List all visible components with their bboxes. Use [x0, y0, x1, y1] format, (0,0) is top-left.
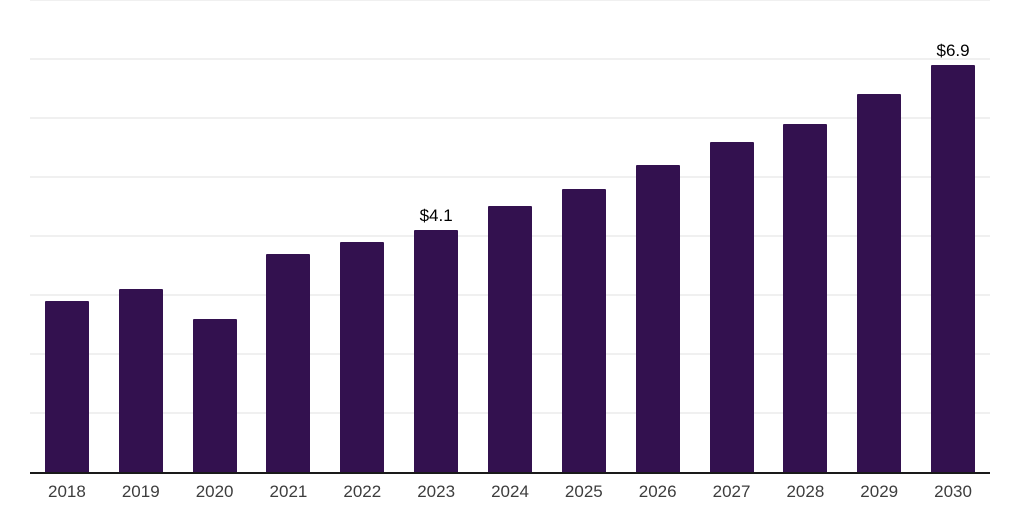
- x-tick-label-2018: 2018: [48, 482, 86, 501]
- x-tick-label-2023: 2023: [417, 482, 456, 501]
- x-tick-label-2026: 2026: [638, 482, 677, 501]
- bar-2027: [709, 142, 754, 472]
- x-tick-label-2020: 2020: [195, 482, 234, 501]
- bar-2024: [488, 206, 532, 472]
- gridline: [30, 0, 990, 1]
- plot-area: $4.1 $6.9: [30, 0, 990, 474]
- x-axis-labels: 2018 2019 2020 2021 2022 2023 2024 2025 2026 2027…: [30, 483, 990, 503]
- data-label-2030: $6.9: [936, 40, 970, 60]
- data-label-2023: $4.1: [419, 206, 453, 226]
- bar-2028: [783, 124, 828, 472]
- x-tick-label-2021: 2021: [269, 482, 308, 501]
- bar-2029: [857, 94, 902, 472]
- x-tick-label-2027: 2027: [712, 482, 751, 501]
- bar-2021: [266, 254, 311, 472]
- bar-2018: [44, 301, 89, 472]
- x-tick-label-2025: 2025: [564, 482, 603, 501]
- x-tick-label-2029: 2029: [860, 482, 899, 501]
- bar-2020: [192, 319, 237, 472]
- x-tick-label-2019: 2019: [121, 482, 160, 501]
- bar-2023: [414, 230, 459, 472]
- x-tick-label-2022: 2022: [343, 482, 382, 501]
- gridline: [30, 176, 990, 178]
- x-tick-label-2030: 2030: [934, 482, 972, 501]
- bar-2026: [635, 165, 680, 472]
- bar-2019: [118, 289, 163, 472]
- x-axis-line: [30, 472, 990, 474]
- gridline: [30, 117, 990, 119]
- x-tick-label-2024: 2024: [491, 482, 529, 501]
- x-tick-label-2028: 2028: [786, 482, 825, 501]
- bar-2030: [931, 65, 976, 472]
- bar-2025: [561, 189, 606, 472]
- bar-2022: [340, 242, 385, 472]
- gridline: [30, 58, 990, 60]
